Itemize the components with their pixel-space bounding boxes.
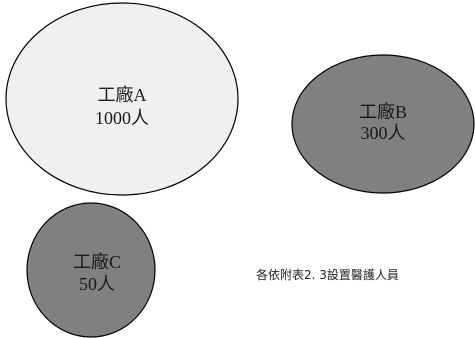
factory-b-name: 工廠B [359, 101, 407, 122]
factory-b-ellipse [291, 54, 475, 194]
factory-c-name: 工廠C [73, 251, 121, 272]
factory-c-node: 工廠C 50人 [26, 202, 156, 338]
factory-a-ellipse [5, 2, 239, 196]
factory-c-count: 50人 [79, 274, 115, 294]
factory-a-node: 工廠A 1000人 [5, 2, 239, 196]
factory-a-count: 1000人 [95, 108, 149, 128]
staffing-note: 各依附表2. 3設置醫護人員 [256, 267, 399, 282]
factory-b-node: 工廠B 300人 [291, 54, 475, 194]
factory-b-count: 300人 [361, 123, 406, 143]
factory-c-ellipse [26, 202, 156, 338]
factory-a-name: 工廠A [98, 84, 147, 105]
